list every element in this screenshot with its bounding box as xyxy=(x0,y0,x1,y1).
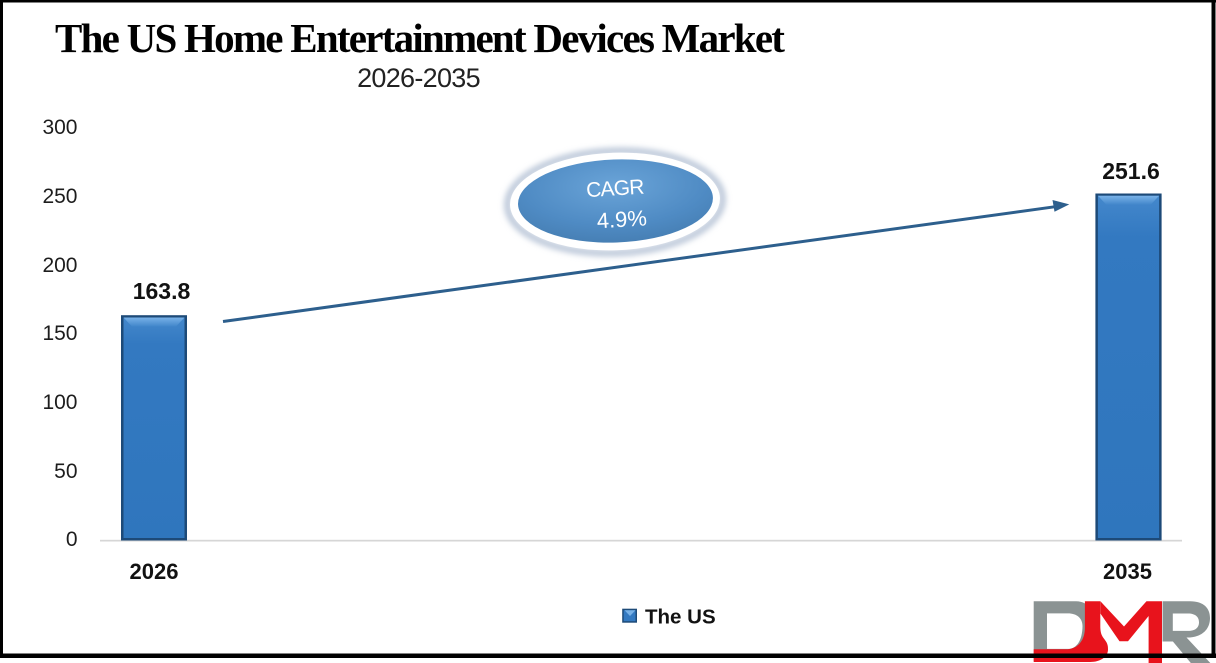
svg-text:4.9%: 4.9% xyxy=(596,205,648,233)
svg-text:The US: The US xyxy=(645,605,716,628)
svg-text:CAGR: CAGR xyxy=(585,176,644,203)
